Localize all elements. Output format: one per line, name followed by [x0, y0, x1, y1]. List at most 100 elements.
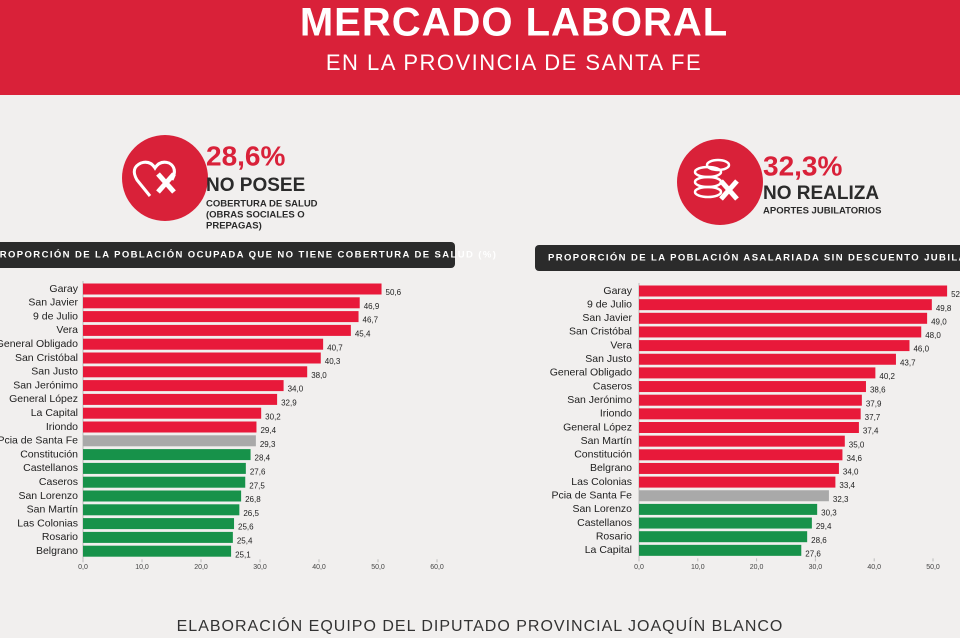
value-label: 48,0 — [925, 331, 941, 340]
value-label: 35,0 — [849, 440, 865, 449]
category-label: Rosario — [596, 530, 632, 542]
value-label: 28,4 — [255, 454, 271, 463]
category-label: San Lorenzo — [572, 503, 632, 515]
category-label: Iriondo — [46, 421, 78, 433]
value-label: 34,0 — [843, 468, 859, 477]
value-label: 28,6 — [811, 536, 827, 545]
cross-icon — [156, 172, 176, 194]
bar — [83, 435, 256, 447]
x-tick-label: 50,0 — [926, 564, 940, 571]
category-label: La Capital — [31, 407, 78, 419]
bar — [639, 381, 866, 393]
coins-icon — [693, 158, 731, 199]
x-tick-label: 20,0 — [750, 564, 764, 571]
x-tick-label: 10,0 — [135, 564, 149, 571]
bar — [83, 311, 359, 323]
category-label: Pcia de Santa Fe — [551, 490, 632, 502]
value-label: 26,8 — [245, 495, 261, 504]
bar — [639, 435, 845, 447]
x-tick-label: 30,0 — [253, 564, 267, 571]
category-label: Caseros — [593, 380, 632, 392]
x-tick-label: 0,0 — [78, 564, 88, 571]
value-label: 32,3 — [833, 495, 849, 504]
bar — [83, 393, 278, 405]
bar — [639, 408, 861, 420]
category-label: San Martín — [27, 504, 79, 516]
value-label: 34,6 — [846, 454, 862, 463]
value-label: 27,6 — [250, 468, 266, 477]
highlight-label: NO POSEE — [206, 175, 305, 196]
header-band — [0, 0, 960, 95]
x-tick-label: 10,0 — [691, 564, 705, 571]
value-label: 49,0 — [931, 317, 947, 326]
bar — [639, 476, 836, 488]
x-tick-label: 20,0 — [194, 564, 208, 571]
value-label: 38,6 — [870, 386, 886, 395]
category-label: Garay — [49, 283, 78, 295]
highlight-detail: APORTES JUBILATORIOS — [763, 206, 881, 217]
value-label: 46,9 — [364, 302, 380, 311]
category-label: San Jerónimo — [13, 379, 78, 391]
category-label: San Javier — [28, 297, 78, 309]
value-label: 25,1 — [235, 550, 251, 559]
category-label: Vera — [610, 339, 632, 351]
category-label: Iriondo — [600, 408, 632, 420]
bar — [639, 490, 829, 502]
category-label: San Jerónimo — [567, 394, 632, 406]
heart-icon — [132, 160, 176, 197]
value-label: 37,7 — [865, 413, 881, 422]
chart-title: PROPORCIÓN DE LA POBLACIÓN ASALARIADA SI… — [548, 252, 960, 264]
category-label: Rosario — [42, 531, 78, 543]
bar — [83, 297, 360, 309]
category-label: La Capital — [585, 544, 632, 556]
bar — [639, 422, 859, 433]
category-label: San Lorenzo — [18, 490, 78, 502]
x-tick-label: 60,0 — [430, 564, 444, 571]
highlight-value: 32,3% — [763, 150, 842, 181]
category-label: General Obligado — [0, 338, 78, 350]
value-label: 52,4 — [951, 290, 960, 299]
bar — [83, 545, 232, 557]
bar — [83, 352, 321, 364]
bar — [83, 366, 308, 378]
bar — [83, 490, 242, 502]
category-label: San Justo — [31, 366, 78, 378]
bar — [639, 367, 876, 379]
x-tick-label: 30,0 — [809, 564, 823, 571]
category-label: Belgrano — [590, 462, 632, 474]
value-label: 50,6 — [386, 288, 402, 297]
value-label: 38,0 — [311, 371, 327, 380]
bar — [639, 531, 808, 543]
value-label: 49,8 — [936, 304, 952, 313]
category-label: General Obligado — [550, 367, 632, 379]
category-label: Belgrano — [36, 545, 78, 557]
bar — [639, 544, 802, 556]
bar — [83, 407, 262, 419]
bar — [639, 299, 932, 311]
x-tick-label: 40,0 — [867, 564, 881, 571]
value-label: 45,4 — [355, 330, 371, 339]
category-label: General López — [563, 421, 632, 433]
highlight-detail: PREPAGAS) — [206, 221, 262, 232]
cross-icon — [719, 179, 739, 201]
chart-title: PROPORCIÓN DE LA POBLACIÓN OCUPADA QUE N… — [0, 249, 497, 261]
bar — [639, 449, 843, 461]
value-label: 25,6 — [238, 523, 254, 532]
bar — [639, 353, 896, 365]
bar — [83, 338, 324, 350]
highlight-detail: COBERTURA DE SALUD — [206, 199, 318, 210]
value-label: 30,2 — [265, 412, 281, 421]
value-label: 46,0 — [913, 345, 929, 354]
bar — [83, 380, 284, 392]
category-label: Constitución — [574, 449, 632, 461]
category-label: 9 de Julio — [33, 310, 78, 322]
value-label: 29,4 — [816, 522, 832, 531]
category-label: General López — [9, 393, 78, 405]
highlight-label: NO REALIZA — [763, 183, 879, 204]
page-subtitle: EN LA PROVINCIA DE SANTA FE — [326, 50, 702, 75]
bar — [639, 462, 839, 474]
category-label: Constitución — [20, 448, 78, 460]
value-label: 37,9 — [866, 399, 882, 408]
